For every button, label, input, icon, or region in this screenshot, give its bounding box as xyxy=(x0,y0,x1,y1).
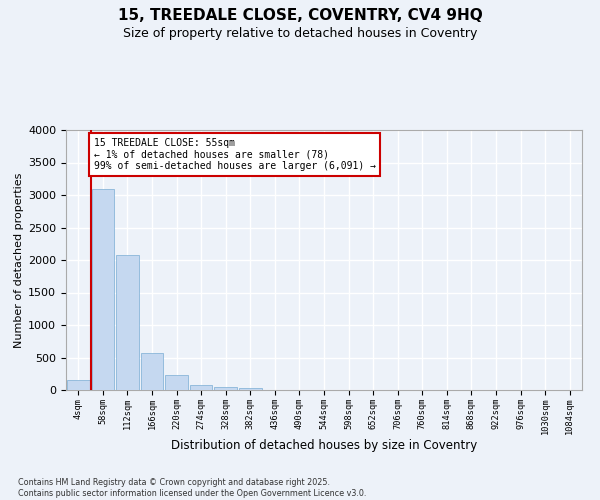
X-axis label: Distribution of detached houses by size in Coventry: Distribution of detached houses by size … xyxy=(171,438,477,452)
Text: 15 TREEDALE CLOSE: 55sqm
← 1% of detached houses are smaller (78)
99% of semi-de: 15 TREEDALE CLOSE: 55sqm ← 1% of detache… xyxy=(94,138,376,171)
Bar xyxy=(140,352,163,390)
Bar xyxy=(165,375,188,390)
Bar xyxy=(214,387,237,390)
Bar xyxy=(92,188,114,390)
Text: Contains HM Land Registry data © Crown copyright and database right 2025.
Contai: Contains HM Land Registry data © Crown c… xyxy=(18,478,367,498)
Bar xyxy=(190,386,212,390)
Text: 15, TREEDALE CLOSE, COVENTRY, CV4 9HQ: 15, TREEDALE CLOSE, COVENTRY, CV4 9HQ xyxy=(118,8,482,22)
Bar xyxy=(116,255,139,390)
Bar xyxy=(239,388,262,390)
Y-axis label: Number of detached properties: Number of detached properties xyxy=(14,172,24,348)
Text: Size of property relative to detached houses in Coventry: Size of property relative to detached ho… xyxy=(123,28,477,40)
Bar xyxy=(67,380,89,390)
